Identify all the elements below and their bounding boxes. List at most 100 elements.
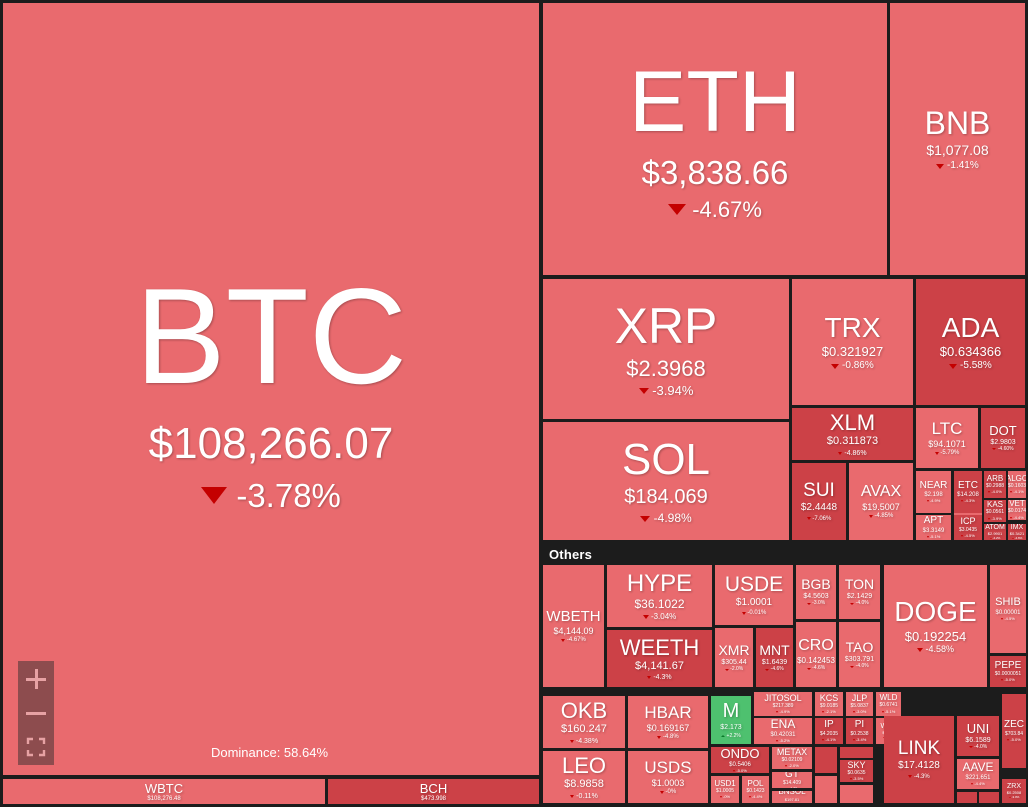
treemap-tile-metax[interactable]: METAX $0.02109 -2.0% xyxy=(772,747,812,769)
tile-change-text: -3.94% xyxy=(652,383,694,399)
treemap-tile-btc[interactable]: BTC $108,266.07 -3.78% xyxy=(3,3,539,775)
tile-change-text: -4.60% xyxy=(997,445,1014,452)
treemap-tile-ltc[interactable]: LTC $94.1071 -5.79% xyxy=(916,408,978,468)
tile-symbol: USDE xyxy=(724,572,784,596)
treemap-filler-tile[interactable] xyxy=(840,747,873,758)
treemap-tile-xmr[interactable]: XMR $305.44 -2.0% xyxy=(715,628,753,687)
treemap-tile-ena[interactable]: ENA $0.42031 -5.2% xyxy=(754,718,812,744)
tile-symbol: OKB xyxy=(560,698,608,723)
treemap-tile-ondo[interactable]: ONDO $0.5406 -5.0% xyxy=(711,747,769,773)
treemap-tile-kcs[interactable]: KCS $9.0185 -2.1% xyxy=(815,692,843,716)
treemap-tile-apt[interactable]: APT $3.3149 -5.1% xyxy=(916,515,951,540)
tile-symbol: IP xyxy=(824,719,834,731)
treemap-filler-tile[interactable] xyxy=(840,785,873,803)
tile-change: -4.5% xyxy=(1001,616,1015,621)
treemap-filler-tile[interactable] xyxy=(815,747,837,773)
tile-change-text: -5.1% xyxy=(929,533,941,539)
tile-change-text: -4.6% xyxy=(770,665,784,672)
treemap-tile-near[interactable]: NEAR $2.198 -4.9% xyxy=(916,471,951,513)
tile-change-text: -4.4% xyxy=(974,781,985,787)
treemap-tile-weeth[interactable]: WEETH $4,141.67 -4.3% xyxy=(607,630,712,687)
treemap-tile-hype[interactable]: HYPE $36.1022 -3.04% xyxy=(607,565,712,627)
treemap-tile-aave[interactable]: AAVE $221.651 -4.4% xyxy=(957,759,999,789)
treemap-tile-jlp[interactable]: JLP $5.0837 -3.0% xyxy=(846,692,873,716)
tile-change: -4.4% xyxy=(748,795,762,799)
tile-change: -4.67% xyxy=(668,198,762,221)
treemap-tile-zrx[interactable]: ZRX $0.2508 -3.0% xyxy=(1002,779,1026,803)
treemap-tile-cro[interactable]: CRO $0.142453 -4.6% xyxy=(796,622,836,687)
treemap-tile-zec[interactable]: ZEC $703.84 -5.0% xyxy=(1002,694,1026,768)
treemap-tile-ton[interactable]: TON $2.1429 -4.0% xyxy=(839,565,880,619)
treemap-tile-bnsol[interactable]: BNSOL$197.81-4.9% xyxy=(772,791,812,803)
tile-symbol: POL xyxy=(747,778,764,788)
tile-change-text: -4.8% xyxy=(662,733,679,740)
treemap-tile-link[interactable]: LINK $17.4128 -4.3% xyxy=(884,716,954,803)
tile-price: $1.0005 xyxy=(715,787,735,794)
tile-change-text: -0.11% xyxy=(576,792,598,800)
treemap-tile-xrp[interactable]: XRP $2.3968 -3.94% xyxy=(543,279,789,419)
tile-price: $0.192254 xyxy=(904,628,967,644)
treemap-tile-trx[interactable]: TRX $0.321927 -0.86% xyxy=(792,279,913,405)
treemap-tile-ip[interactable]: IP $4.2035 -4.1% xyxy=(815,718,843,744)
treemap-tile-uni[interactable]: UNI $6.1589 -4.0% xyxy=(957,716,999,756)
treemap-filler-tile[interactable] xyxy=(815,776,837,803)
treemap-tile-algo[interactable]: ALGO $0.1603 -4.1% xyxy=(1008,471,1026,498)
footer-tile-bch[interactable]: BCH $473.998 xyxy=(328,779,539,804)
treemap-tile-pi[interactable]: PI $0.2538 -3.4% xyxy=(846,718,873,744)
tile-price: $0.1423 xyxy=(746,787,765,794)
treemap-tile-pepe[interactable]: PEPE $0.0000051 -5.0% xyxy=(990,656,1026,687)
treemap-tile-jitosol[interactable]: JITOSOL $217.389 -4.9% xyxy=(754,692,812,716)
zoom-out-button[interactable] xyxy=(18,695,54,731)
treemap-tile-arb[interactable]: ARB $0.2988 -4.0% xyxy=(984,471,1006,498)
treemap-tile-eth[interactable]: ETH $3,838.66 -4.67% xyxy=(543,3,887,275)
tile-change-text: -7.06% xyxy=(812,515,832,522)
tile-change: -3.78% xyxy=(201,478,341,514)
treemap-tile-etc[interactable]: ETC $14.208 -4.3% xyxy=(954,471,982,513)
treemap-tile-shib[interactable]: SHIB $0.00001 -4.5% xyxy=(990,565,1026,653)
tile-change-text: -5.1% xyxy=(884,708,896,714)
treemap-tile-okb[interactable]: OKB $160.247 -4.38% xyxy=(543,696,625,748)
treemap-tile-doge[interactable]: DOGE $0.192254 -4.58% xyxy=(884,565,987,687)
treemap-tile-bgb[interactable]: BGB $4.5603 -3.0% xyxy=(796,565,836,619)
dominance-label: Dominance: 58.64% xyxy=(0,745,539,760)
tile-change-text: -4.85% xyxy=(874,512,894,519)
treemap-tile-dot[interactable]: DOT $2.9803 -4.60% xyxy=(981,408,1025,468)
treemap-tile-imx[interactable]: IMX $0.3421 -4.6% xyxy=(1008,524,1026,540)
treemap-tile-sui[interactable]: SUI $2.4448 -7.06% xyxy=(792,463,846,540)
tile-change-text: +2.2% xyxy=(726,732,741,739)
treemap-tile-pol[interactable]: POL $0.1423 -4.4% xyxy=(742,776,769,803)
arrow-down-icon xyxy=(570,794,575,798)
treemap-tile-usd1[interactable]: USD1 $1.0005 -0% xyxy=(711,776,739,803)
treemap-tile-xlm[interactable]: XLM $0.311873 -4.86% xyxy=(792,408,913,460)
treemap-tile-usds[interactable]: USDS $1.0003 -0% xyxy=(628,751,708,803)
tile-price: $0.02109 xyxy=(781,757,803,763)
treemap-tile-leo[interactable]: LEO $8.9858 -0.11% xyxy=(543,751,625,803)
treemap-tile-gt[interactable]: GT$14.409-2.4% xyxy=(772,772,812,788)
treemap-tile-ada[interactable]: ADA $0.634366 -5.58% xyxy=(916,279,1025,405)
treemap-tile-kas[interactable]: KAS $0.0561 -3.9% xyxy=(984,500,1006,522)
treemap-tile-mnt[interactable]: MNT $1.6439 -4.6% xyxy=(756,628,793,687)
treemap-tile-icp[interactable]: ICP $3.0435 -4.5% xyxy=(954,515,982,540)
tile-symbol: ETH xyxy=(629,53,801,150)
treemap-tile-sol[interactable]: SOL $184.069 -4.98% xyxy=(543,422,789,540)
treemap-tile-m[interactable]: M $2.173 +2.2% xyxy=(711,696,751,744)
treemap-tile-avax[interactable]: AVAX $19.5007 -4.85% xyxy=(849,463,913,540)
arrow-down-icon xyxy=(988,491,991,494)
treemap-tile-bnb[interactable]: BNB $1,077.08 -1.41% xyxy=(890,3,1025,275)
treemap-tile-wld[interactable]: WLD $0.6741 -5.1% xyxy=(876,692,901,716)
treemap-tile-wbeth[interactable]: WBETH $4,144.09 -4.67% xyxy=(543,565,604,687)
footer-tile-wbtc[interactable]: WBTC $108,276.48 xyxy=(3,779,325,804)
treemap-filler-tile[interactable] xyxy=(979,792,999,803)
zoom-in-button[interactable] xyxy=(18,661,54,697)
treemap-tile-tao[interactable]: TAO $303.791 -4.0% xyxy=(839,622,880,687)
treemap-tile-hbar[interactable]: HBAR $0.169167 -4.8% xyxy=(628,696,708,748)
treemap-tile-atom[interactable]: ATOM $2.9901 -4.2% xyxy=(984,524,1006,540)
treemap-tile-vet[interactable]: VET $0.0174 -4.4% xyxy=(1008,500,1026,520)
tile-symbol: SOL xyxy=(621,435,711,485)
arrow-down-icon xyxy=(949,363,958,369)
treemap-filler-tile[interactable] xyxy=(957,792,977,803)
treemap-tile-usde[interactable]: USDE $1.0001 -0.01% xyxy=(715,565,793,625)
treemap-tile-sky[interactable]: SKY $0.0635 -3.5% xyxy=(840,760,873,782)
fullscreen-button[interactable] xyxy=(18,729,54,765)
tile-price: $0.42031 xyxy=(770,732,796,739)
